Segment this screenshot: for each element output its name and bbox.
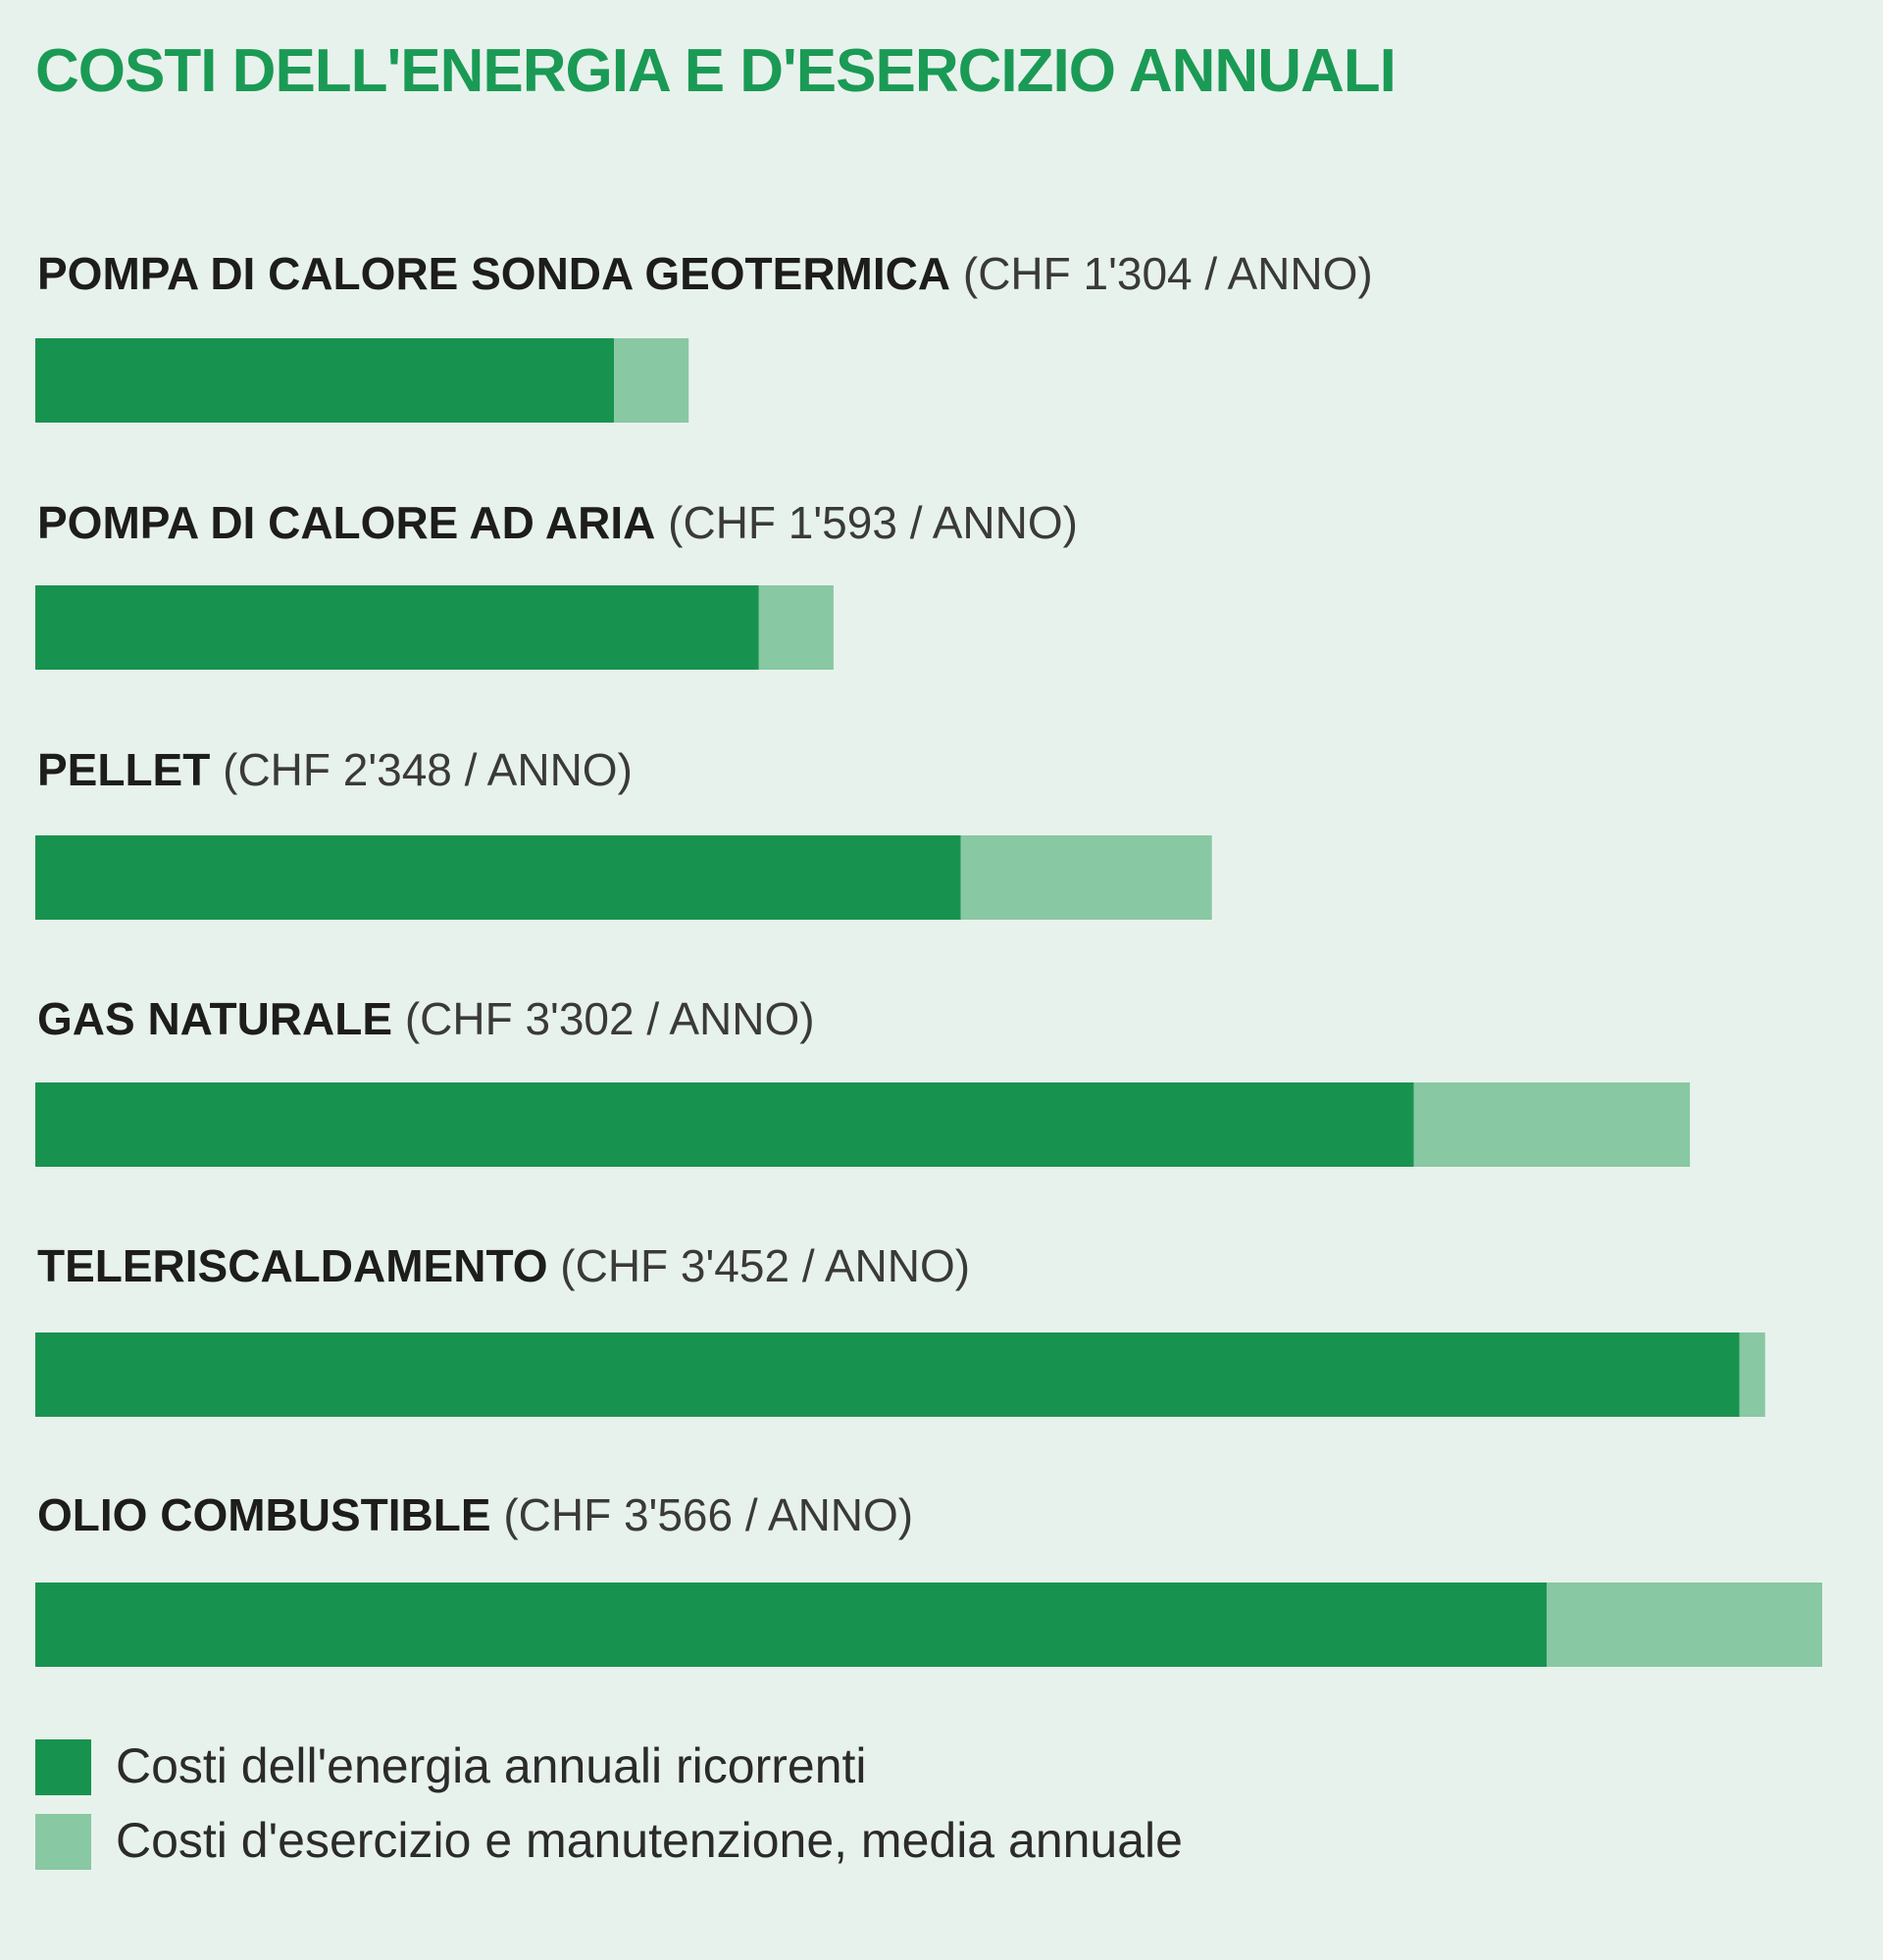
bar-maintenance-0 bbox=[614, 338, 689, 423]
bar-maintenance-1 bbox=[758, 585, 834, 670]
bar-label-3: GAS NATURALE (CHF 3'302 / ANNO) bbox=[37, 996, 815, 1041]
bar-energy-5 bbox=[35, 1583, 1547, 1667]
legend-swatch-energy bbox=[35, 1739, 91, 1795]
legend-label-maintenance: Costi d'esercizio e manutenzione, media … bbox=[116, 1813, 1183, 1868]
chart-title: COSTI DELL'ENERGIA E D'ESERCIZIO ANNUALI bbox=[35, 37, 1397, 105]
category-label: GAS NATURALE bbox=[37, 993, 393, 1044]
bar-energy-2 bbox=[35, 835, 961, 920]
category-label: PELLET bbox=[37, 744, 211, 795]
category-label: OLIO COMBUSTIBLE bbox=[37, 1489, 491, 1540]
legend-label-energy: Costi dell'energia annuali ricorrenti bbox=[116, 1738, 867, 1793]
bar-label-2: PELLET (CHF 2'348 / ANNO) bbox=[37, 747, 633, 792]
category-label: TELERISCALDAMENTO bbox=[37, 1240, 548, 1291]
bar-energy-0 bbox=[35, 338, 615, 423]
bar-energy-4 bbox=[35, 1332, 1740, 1417]
bar-energy-3 bbox=[35, 1082, 1414, 1167]
category-label: POMPA DI CALORE AD ARIA bbox=[37, 497, 656, 548]
bar-maintenance-2 bbox=[960, 835, 1212, 920]
bar-maintenance-5 bbox=[1547, 1583, 1822, 1667]
value-label: (CHF 1'593 / ANNO) bbox=[668, 497, 1078, 548]
bar-label-5: OLIO COMBUSTIBLE (CHF 3'566 / ANNO) bbox=[37, 1492, 913, 1537]
value-label: (CHF 3'452 / ANNO) bbox=[560, 1240, 971, 1291]
bar-energy-1 bbox=[35, 585, 759, 670]
value-label: (CHF 1'304 / ANNO) bbox=[962, 248, 1373, 299]
bar-label-1: POMPA DI CALORE AD ARIA (CHF 1'593 / ANN… bbox=[37, 500, 1078, 545]
value-label: (CHF 2'348 / ANNO) bbox=[223, 744, 633, 795]
category-label: POMPA DI CALORE SONDA GEOTERMICA bbox=[37, 248, 951, 299]
value-label: (CHF 3'566 / ANNO) bbox=[503, 1489, 914, 1540]
bar-maintenance-3 bbox=[1413, 1082, 1691, 1167]
bar-label-4: TELERISCALDAMENTO (CHF 3'452 / ANNO) bbox=[37, 1243, 970, 1288]
bar-label-0: POMPA DI CALORE SONDA GEOTERMICA (CHF 1'… bbox=[37, 251, 1373, 296]
value-label: (CHF 3'302 / ANNO) bbox=[404, 993, 815, 1044]
bar-maintenance-4 bbox=[1739, 1332, 1765, 1417]
legend-swatch-maintenance bbox=[35, 1814, 91, 1870]
